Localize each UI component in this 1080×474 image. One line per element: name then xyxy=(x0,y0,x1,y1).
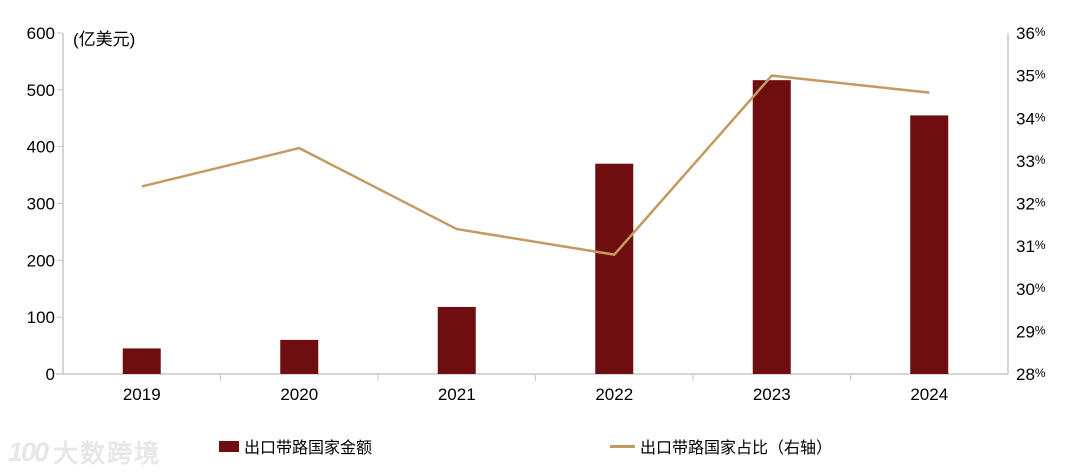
x-axis-tick-label: 2024 xyxy=(910,385,948,404)
bar-2019 xyxy=(122,348,161,374)
right-axis-tick-label: 33% xyxy=(1016,152,1046,171)
left-axis-tick-label: 200 xyxy=(27,251,55,270)
bar-legend-swatch xyxy=(219,440,239,452)
x-axis-tick-label: 2021 xyxy=(438,385,476,404)
bar-2021 xyxy=(437,306,476,374)
right-axis-tick-label: 29% xyxy=(1016,322,1046,341)
x-axis-tick-label: 2019 xyxy=(123,385,161,404)
left-axis-unit-label: (亿美元) xyxy=(73,30,135,49)
bar-2020 xyxy=(280,339,319,374)
legend-item-bar: 出口带路国家金额 xyxy=(219,434,372,458)
left-axis-tick-label: 300 xyxy=(27,195,55,214)
left-axis-tick-label: 100 xyxy=(27,308,55,327)
watermark: 100 大数跨境 xyxy=(8,434,161,470)
left-axis-tick-label: 500 xyxy=(27,81,55,100)
legend: 出口带路国家金额 出口带路国家占比（右轴） xyxy=(0,431,1080,457)
trend-line xyxy=(141,74,930,256)
bar-2024 xyxy=(910,115,949,375)
right-axis-tick-label: 36% xyxy=(1016,24,1046,43)
x-axis-tick-label: 2022 xyxy=(595,385,633,404)
right-axis-tick-label: 35% xyxy=(1016,67,1046,86)
watermark-text: 大数跨境 xyxy=(53,440,162,468)
right-axis-tick-label: 31% xyxy=(1016,237,1046,256)
bar-legend-label: 出口带路国家金额 xyxy=(244,440,373,457)
right-axis-tick-label: 30% xyxy=(1016,280,1046,299)
line-legend-swatch xyxy=(610,444,635,448)
left-axis-tick-label: 0 xyxy=(46,365,55,384)
x-axis-tick-label: 2023 xyxy=(753,385,791,404)
right-axis-tick-label: 34% xyxy=(1016,109,1046,128)
x-axis-tick-label: 2020 xyxy=(280,385,318,404)
left-axis-tick-label: 600 xyxy=(27,24,55,43)
watermark-logo-100-icon: 100 xyxy=(8,436,49,467)
bar-2023 xyxy=(752,80,791,375)
right-axis-tick-label: 32% xyxy=(1016,195,1046,214)
line-legend-label: 出口带路国家占比（右轴） xyxy=(640,440,833,457)
right-axis-tick-label: 28% xyxy=(1016,365,1046,384)
bar-2022 xyxy=(595,163,634,374)
legend-item-line: 出口带路国家占比（右轴） xyxy=(610,434,832,458)
left-axis-tick-label: 400 xyxy=(27,138,55,157)
